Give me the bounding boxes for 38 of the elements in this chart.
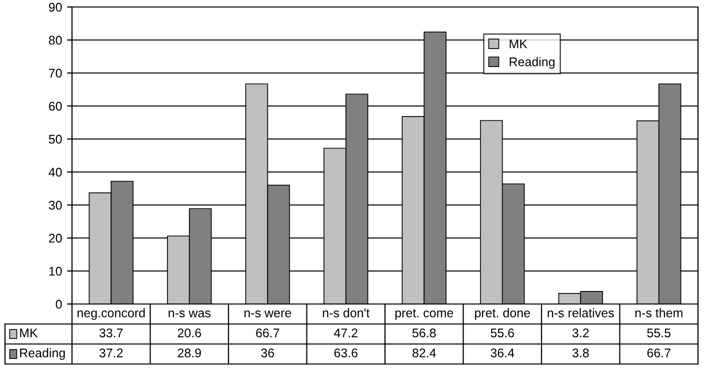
x-tick-label: n-s them xyxy=(635,308,682,318)
data-label: 33.7 xyxy=(99,328,123,338)
y-tick-label: 60 xyxy=(49,102,62,111)
x-tick-label: n-s was xyxy=(168,310,210,318)
data-label: 28.9 xyxy=(178,348,201,358)
data-label: 36.4 xyxy=(490,348,514,358)
x-tick-label: n-s relatives xyxy=(548,308,614,318)
y-tick-label: 20 xyxy=(49,234,62,243)
data-label: 63.6 xyxy=(334,348,358,358)
y-tick-label: 70 xyxy=(49,68,62,78)
data-label: 66.7 xyxy=(647,348,670,358)
data-label: 82.4 xyxy=(412,348,436,358)
x-tick-label: pret. come xyxy=(395,309,454,320)
x-tick-label: neg.concord xyxy=(78,308,145,320)
data-label: 36 xyxy=(261,348,274,358)
y-tick-label: 50 xyxy=(48,134,62,144)
x-tick-label: pret. done xyxy=(475,308,530,320)
x-tick-label: n-s were xyxy=(244,310,292,318)
legend-label: Reading xyxy=(510,57,554,69)
y-tick-label: 30 xyxy=(48,200,62,210)
legend-label: MK xyxy=(510,40,528,48)
x-tick-label: n-s don't xyxy=(322,308,370,318)
y-tick-label: 80 xyxy=(48,36,62,45)
text: Reading xyxy=(20,348,65,360)
y-tick-label: 10 xyxy=(49,266,62,276)
text: MK xyxy=(20,328,38,338)
data-label: 47.2 xyxy=(334,328,358,338)
data-label: 20.6 xyxy=(178,328,201,338)
data-label: 55.6 xyxy=(490,328,514,338)
data-label: 56.8 xyxy=(412,328,436,338)
data-label: 66.7 xyxy=(256,328,280,338)
y-tick-label: 0 xyxy=(56,300,62,309)
y-tick-label: 90 xyxy=(48,2,62,12)
data-label: 55.5 xyxy=(647,328,671,338)
data-label: 3.2 xyxy=(572,328,589,338)
y-tick-label: 40 xyxy=(48,168,62,177)
data-label: 37.2 xyxy=(99,348,123,358)
data-label: 3.8 xyxy=(572,348,589,358)
